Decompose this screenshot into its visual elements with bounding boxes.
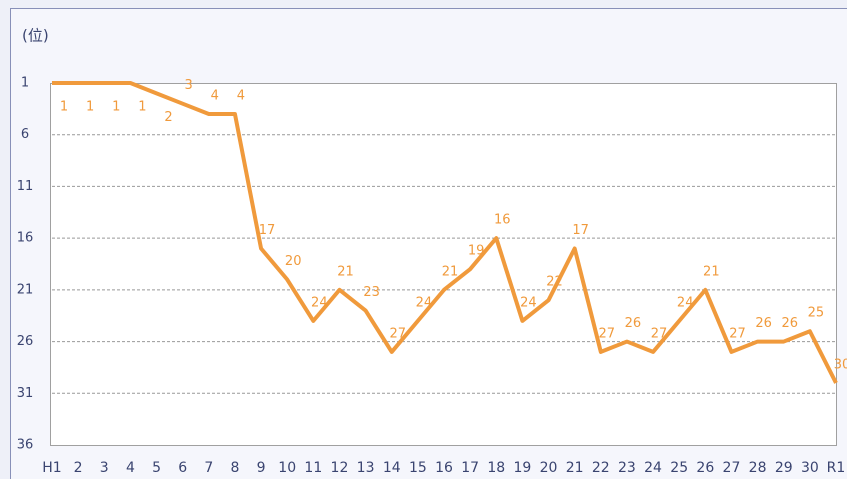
y-tick-label: 11	[17, 179, 34, 194]
x-tick-label: 26	[696, 460, 714, 476]
x-tick-label: 14	[383, 460, 401, 476]
data-label: 1	[60, 100, 68, 115]
data-label: 27	[389, 326, 406, 341]
data-label: 27	[651, 326, 668, 341]
x-tick-label: 24	[644, 460, 662, 476]
data-label: 4	[237, 89, 245, 104]
x-tick-label: 3	[100, 460, 109, 476]
x-tick-label: 20	[540, 460, 558, 476]
y-tick-label: 1	[21, 76, 29, 91]
x-tick-label: 6	[178, 460, 187, 476]
x-tick-label: 15	[409, 460, 427, 476]
x-tick-label: 22	[592, 460, 610, 476]
x-tick-label: 11	[304, 460, 322, 476]
x-tick-label: R1	[827, 460, 846, 476]
x-tick-label: 2	[74, 460, 83, 476]
x-tick-label: 28	[749, 460, 767, 476]
data-label: 21	[442, 264, 459, 279]
x-tick-label: 21	[566, 460, 584, 476]
data-label: 30	[834, 357, 847, 372]
data-label: 24	[677, 295, 694, 310]
x-tick-label: 19	[513, 460, 531, 476]
data-label: 23	[363, 285, 380, 300]
y-tick-label: 31	[17, 386, 34, 401]
data-label: 1	[112, 100, 120, 115]
data-label: 17	[572, 223, 589, 238]
data-label: 27	[599, 326, 616, 341]
x-tick-label: 18	[487, 460, 505, 476]
x-tick-label: 9	[257, 460, 266, 476]
data-label: 19	[468, 244, 485, 259]
x-tick-label: 10	[278, 460, 296, 476]
data-label: 2	[164, 110, 172, 125]
data-label: 17	[259, 223, 276, 238]
data-label: 1	[86, 100, 94, 115]
x-tick-label: 12	[331, 460, 349, 476]
x-tick-label: 29	[775, 460, 793, 476]
data-label: 26	[625, 316, 642, 331]
y-tick-label: 26	[17, 334, 34, 349]
data-label: 21	[703, 264, 720, 279]
y-tick-label: 16	[17, 231, 34, 246]
data-label: 24	[311, 295, 328, 310]
chart-title: (位)	[22, 27, 49, 45]
data-label: 3	[185, 78, 193, 93]
plot-area	[50, 83, 837, 446]
data-label: 24	[416, 295, 433, 310]
data-label: 27	[729, 326, 746, 341]
x-tick-label: 25	[670, 460, 688, 476]
x-tick-label: 17	[461, 460, 479, 476]
data-label: 16	[494, 213, 511, 228]
x-tick-label: 7	[204, 460, 213, 476]
x-tick-label: 30	[801, 460, 819, 476]
x-tick-label: 27	[723, 460, 741, 476]
x-tick-label: 8	[230, 460, 239, 476]
x-tick-label: 4	[126, 460, 135, 476]
data-label: 22	[546, 275, 563, 290]
data-label: 24	[520, 295, 537, 310]
x-tick-label: 16	[435, 460, 453, 476]
data-label: 26	[781, 316, 798, 331]
x-tick-label: 5	[152, 460, 161, 476]
data-label: 21	[337, 264, 354, 279]
line	[52, 81, 838, 384]
data-label: 1	[138, 100, 146, 115]
y-tick-label: 6	[21, 127, 29, 142]
data-label: 25	[808, 306, 825, 321]
y-tick-label: 21	[17, 282, 34, 297]
x-tick-label: 13	[357, 460, 375, 476]
data-label: 20	[285, 254, 302, 269]
x-tick-label: H1	[42, 460, 61, 476]
x-tick-label: 23	[618, 460, 636, 476]
y-tick-label: 36	[17, 438, 34, 453]
data-label: 4	[211, 89, 219, 104]
data-label: 26	[755, 316, 772, 331]
